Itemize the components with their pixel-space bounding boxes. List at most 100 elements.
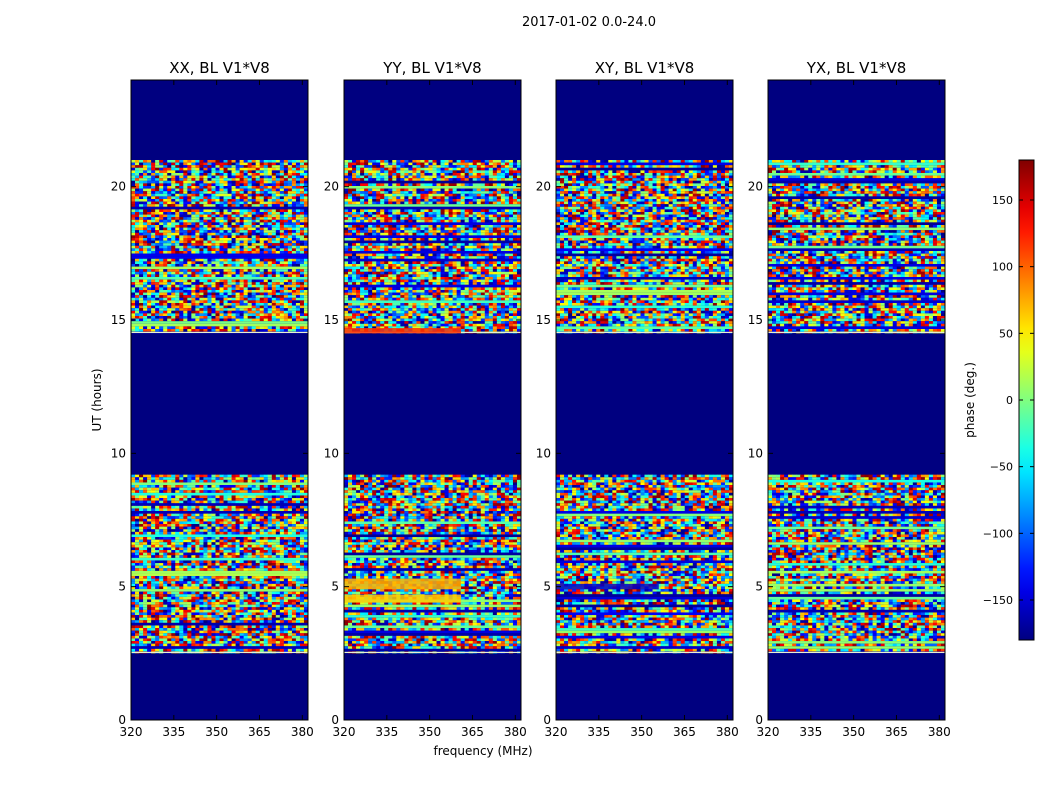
- heatmap-cell: [139, 183, 143, 186]
- heatmap-cell: [268, 545, 272, 548]
- heatmap-cell: [252, 243, 256, 246]
- heatmap-cell: [220, 222, 224, 225]
- heatmap-cell: [159, 228, 163, 231]
- heatmap-cell: [211, 568, 215, 571]
- heatmap-cell: [288, 298, 292, 301]
- heatmap-cell: [288, 311, 292, 314]
- heatmap-cell: [288, 163, 292, 166]
- heatmap-cell: [228, 246, 232, 249]
- heatmap-cell: [183, 209, 187, 212]
- heatmap-cell: [252, 204, 256, 207]
- heatmap-cell: [256, 285, 260, 288]
- heatmap-cell: [300, 638, 304, 641]
- heatmap-cell: [244, 519, 248, 522]
- heatmap-cell: [232, 199, 236, 202]
- heatmap-cell: [236, 191, 240, 194]
- heatmap-cell: [248, 259, 252, 262]
- heatmap-cell: [175, 241, 179, 244]
- heatmap-cell: [143, 170, 147, 173]
- heatmap-cell: [179, 274, 183, 277]
- heatmap-cell: [244, 178, 248, 181]
- heatmap-cell: [171, 163, 175, 166]
- heatmap-cell: [175, 566, 179, 569]
- heatmap-cell: [288, 628, 292, 631]
- heatmap-cell: [256, 490, 260, 493]
- heatmap-cell: [183, 285, 187, 288]
- heatmap-cell: [280, 498, 284, 501]
- heatmap-cell: [159, 506, 163, 509]
- heatmap-cell: [240, 612, 244, 615]
- heatmap-cell: [276, 269, 280, 272]
- heatmap-cell: [284, 514, 288, 517]
- heatmap-cell: [195, 618, 199, 621]
- heatmap-cell: [272, 194, 276, 197]
- heatmap-cell: [268, 238, 272, 241]
- heatmap-cell: [139, 308, 143, 311]
- heatmap-cell: [147, 163, 151, 166]
- heatmap-cell: [280, 568, 284, 571]
- heatmap-cell: [159, 501, 163, 504]
- heatmap-cell: [175, 251, 179, 254]
- heatmap-cell: [280, 480, 284, 483]
- heatmap-cell: [171, 597, 175, 600]
- heatmap-cell: [228, 636, 232, 639]
- heatmap-cell: [300, 313, 304, 316]
- heatmap-cell: [292, 550, 296, 553]
- heatmap-cell: [183, 176, 187, 179]
- heatmap-cell: [135, 241, 139, 244]
- heatmap-cell: [203, 615, 207, 618]
- heatmap-cell: [248, 243, 252, 246]
- heatmap-cell: [211, 560, 215, 563]
- heatmap-cell: [248, 186, 252, 189]
- heatmap-cell: [296, 649, 300, 652]
- heatmap-cell: [215, 576, 219, 579]
- heatmap-cell: [139, 475, 143, 478]
- heatmap-cell: [195, 269, 199, 272]
- heatmap-cell: [256, 586, 260, 589]
- heatmap-cell: [195, 295, 199, 298]
- heatmap-cell: [171, 506, 175, 509]
- heatmap-cell: [264, 628, 268, 631]
- heatmap-cell: [236, 274, 240, 277]
- heatmap-cell: [284, 204, 288, 207]
- heatmap-cell: [187, 300, 191, 303]
- heatmap-cell: [288, 178, 292, 181]
- heatmap-cell: [131, 618, 135, 621]
- heatmap-cell: [203, 519, 207, 522]
- heatmap-cell: [203, 594, 207, 597]
- heatmap-cell: [240, 165, 244, 168]
- heatmap-cell: [276, 553, 280, 556]
- heatmap-cell: [284, 308, 288, 311]
- heatmap-cell: [232, 212, 236, 215]
- heatmap-cell: [272, 599, 276, 602]
- heatmap-cell: [252, 581, 256, 584]
- heatmap-cell: [131, 217, 135, 220]
- heatmap-cell: [292, 308, 296, 311]
- heatmap-cell: [131, 178, 135, 181]
- heatmap-cell: [211, 618, 215, 621]
- heatmap-cell: [155, 506, 159, 509]
- heatmap-cell: [203, 311, 207, 314]
- heatmap-cell: [256, 238, 260, 241]
- heatmap-cell: [224, 649, 228, 652]
- heatmap-cell: [147, 285, 151, 288]
- heatmap-cell: [191, 269, 195, 272]
- heatmap-cell: [207, 488, 211, 491]
- heatmap-cell: [248, 194, 252, 197]
- heatmap-cell: [232, 508, 236, 511]
- heatmap-cell: [236, 477, 240, 480]
- heatmap-cell: [191, 597, 195, 600]
- heatmap-cell: [207, 477, 211, 480]
- heatmap-cell: [135, 620, 139, 623]
- heatmap-cell: [175, 163, 179, 166]
- heatmap-cell: [260, 165, 264, 168]
- heatmap-cell: [248, 488, 252, 491]
- heatmap-cell: [203, 217, 207, 220]
- heatmap-cell: [224, 178, 228, 181]
- heatmap-cell: [207, 506, 211, 509]
- heatmap-cell: [175, 576, 179, 579]
- heatmap-cell: [244, 597, 248, 600]
- heatmap-cell: [300, 189, 304, 192]
- heatmap-cell: [139, 542, 143, 545]
- heatmap-cell: [244, 251, 248, 254]
